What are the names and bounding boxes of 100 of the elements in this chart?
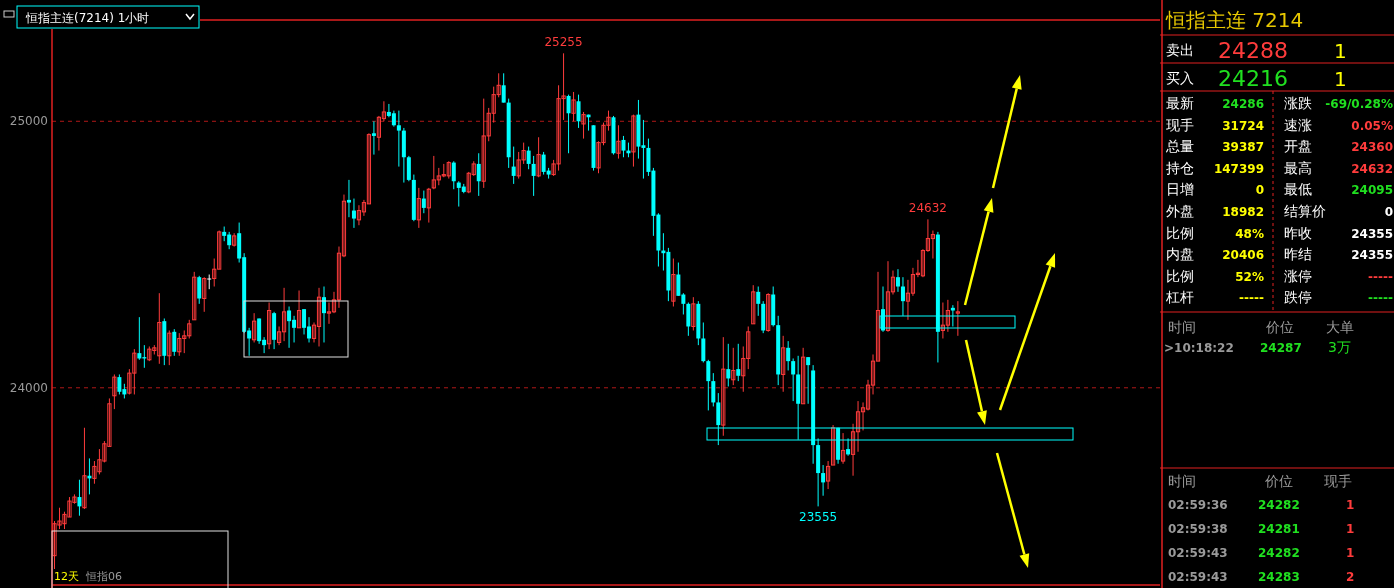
candlestick bbox=[581, 111, 586, 140]
candlestick bbox=[801, 347, 806, 405]
text: 1 bbox=[1346, 498, 1355, 512]
candlestick bbox=[706, 359, 711, 411]
text: 速涨 bbox=[1284, 116, 1312, 133]
candlestick bbox=[955, 300, 960, 337]
text: ----- bbox=[1368, 269, 1394, 284]
text: 现手 bbox=[1324, 473, 1352, 489]
candlestick bbox=[766, 292, 771, 333]
text: ----- bbox=[1239, 291, 1265, 306]
candlestick bbox=[526, 146, 531, 170]
candlestick bbox=[701, 321, 706, 363]
text: 0 bbox=[1255, 183, 1264, 198]
text: 最高 bbox=[1284, 159, 1312, 176]
text: 24355 bbox=[1351, 226, 1393, 241]
text: 总量 bbox=[1165, 138, 1194, 155]
candlestick bbox=[791, 357, 796, 402]
text: 31724 bbox=[1222, 118, 1264, 133]
annotation: 25255 bbox=[544, 35, 583, 50]
text: 买入 bbox=[1166, 70, 1194, 86]
text: 02:59:36 bbox=[1168, 498, 1228, 512]
candlestick bbox=[686, 302, 691, 337]
candlestick bbox=[895, 268, 900, 293]
annotation: 恒指06 bbox=[85, 570, 122, 583]
candlestick bbox=[356, 204, 362, 226]
candlestick bbox=[316, 287, 322, 347]
candlestick bbox=[731, 347, 736, 386]
candlestick bbox=[736, 343, 741, 382]
candlestick bbox=[576, 94, 581, 129]
candlestick bbox=[616, 124, 621, 160]
candlestick bbox=[416, 187, 421, 229]
candlestick bbox=[571, 91, 576, 122]
text: 24282 bbox=[1258, 546, 1300, 560]
candlestick bbox=[257, 317, 262, 345]
text: 24095 bbox=[1351, 183, 1393, 198]
text: 02:59:38 bbox=[1168, 522, 1228, 536]
text: 外盘 bbox=[1166, 203, 1194, 219]
candlestick bbox=[945, 299, 950, 333]
chart-title: 恒指主连(7214) 1小时 bbox=[25, 11, 150, 25]
text: 内盘 bbox=[1166, 246, 1194, 263]
text: 02:59:43 bbox=[1168, 546, 1228, 560]
candlestick bbox=[501, 72, 506, 104]
candlestick bbox=[721, 336, 726, 437]
text: 跌停 bbox=[1284, 289, 1312, 306]
text: 24355 bbox=[1351, 248, 1393, 263]
candlestick bbox=[421, 190, 426, 214]
candlestick bbox=[826, 460, 831, 490]
text: 24282 bbox=[1258, 498, 1300, 512]
candlestick bbox=[711, 372, 716, 407]
candlestick bbox=[631, 114, 636, 168]
candlestick bbox=[566, 94, 571, 154]
candlestick bbox=[167, 329, 172, 366]
text: 24216 bbox=[1218, 66, 1288, 91]
candlestick bbox=[346, 179, 351, 218]
candlestick bbox=[806, 356, 811, 405]
text: 时间 bbox=[1168, 473, 1196, 489]
candlestick bbox=[172, 328, 177, 357]
candlestick bbox=[855, 400, 861, 453]
text: 24287 bbox=[1260, 341, 1302, 355]
text: 最新 bbox=[1166, 95, 1194, 111]
candlestick bbox=[536, 136, 541, 178]
candlestick bbox=[671, 258, 676, 307]
text: 24632 bbox=[1351, 161, 1393, 176]
text: 18982 bbox=[1222, 205, 1264, 219]
text: 结算价 bbox=[1284, 203, 1326, 219]
text: 24288 bbox=[1218, 38, 1288, 63]
text: 比例 bbox=[1166, 224, 1194, 241]
candlestick bbox=[751, 284, 756, 325]
text: 时间 bbox=[1168, 319, 1196, 335]
text: 0.05% bbox=[1351, 118, 1393, 133]
candlestick bbox=[202, 276, 207, 313]
candlestick bbox=[302, 308, 307, 335]
candlestick bbox=[137, 316, 142, 361]
candlestick bbox=[197, 275, 202, 305]
annotation: 24632 bbox=[908, 201, 948, 216]
text: 价位 bbox=[1265, 319, 1294, 335]
candlestick bbox=[726, 343, 731, 387]
text: 52% bbox=[1235, 269, 1264, 284]
candlestick bbox=[77, 479, 82, 517]
candlestick bbox=[830, 424, 836, 466]
text: 持仓 bbox=[1166, 159, 1194, 176]
text: 现手 bbox=[1166, 116, 1194, 133]
text: 1 bbox=[1346, 522, 1355, 536]
candlestick bbox=[786, 340, 791, 371]
candlestick bbox=[281, 287, 287, 342]
text: 卖出 bbox=[1166, 42, 1194, 58]
text: 价位 bbox=[1264, 473, 1293, 489]
candlestick bbox=[451, 160, 456, 190]
text: 2 bbox=[1346, 570, 1355, 584]
candlestick bbox=[531, 155, 536, 197]
text: 39387 bbox=[1222, 140, 1264, 155]
candlestick bbox=[376, 115, 382, 152]
text: 比例 bbox=[1166, 267, 1194, 284]
candlestick bbox=[840, 432, 846, 465]
text: 昨收 bbox=[1284, 224, 1312, 241]
text: 大单 bbox=[1326, 319, 1354, 335]
text: 147399 bbox=[1213, 161, 1264, 176]
y-tick-label: 24000 bbox=[9, 380, 48, 395]
text: 1 bbox=[1334, 67, 1347, 91]
candlestick bbox=[406, 155, 411, 182]
